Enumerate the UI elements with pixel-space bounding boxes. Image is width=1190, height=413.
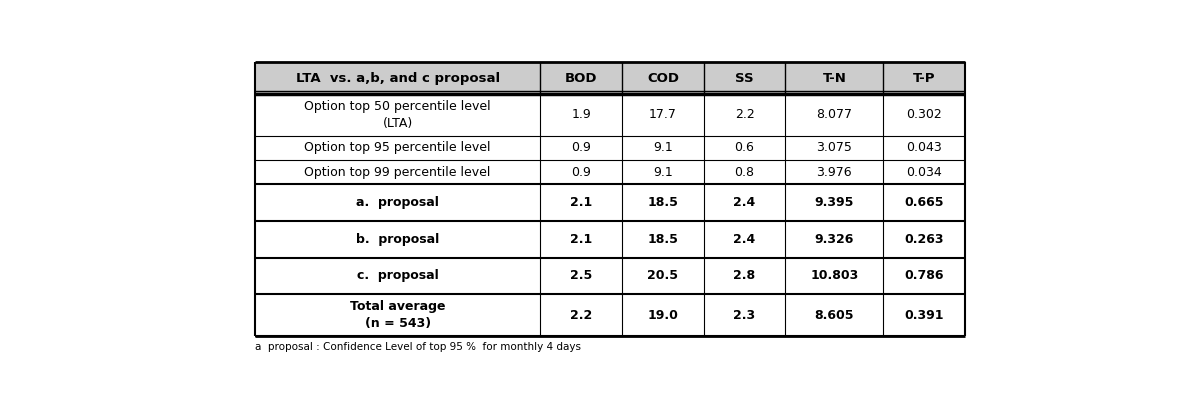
- Text: 0.786: 0.786: [904, 269, 944, 282]
- Bar: [883, 221, 965, 258]
- Text: 3.075: 3.075: [816, 141, 852, 154]
- Text: b.  proposal: b. proposal: [356, 233, 439, 246]
- Text: Option top 50 percentile level
(LTA): Option top 50 percentile level (LTA): [305, 100, 491, 130]
- Bar: [703, 160, 785, 184]
- Bar: [785, 221, 883, 258]
- Bar: [703, 221, 785, 258]
- Bar: [883, 184, 965, 221]
- Bar: [703, 258, 785, 294]
- Text: 1.9: 1.9: [571, 108, 591, 121]
- Text: 0.034: 0.034: [907, 166, 942, 179]
- Bar: [622, 135, 703, 160]
- Bar: [883, 294, 965, 336]
- Bar: [255, 94, 540, 135]
- Text: 8.605: 8.605: [815, 309, 854, 321]
- Bar: [622, 160, 703, 184]
- Text: 3.976: 3.976: [816, 166, 852, 179]
- Text: 0.263: 0.263: [904, 233, 944, 246]
- Text: T-P: T-P: [913, 71, 935, 85]
- Text: 19.0: 19.0: [647, 309, 678, 321]
- Bar: [255, 258, 540, 294]
- Text: 0.391: 0.391: [904, 309, 944, 321]
- Text: 2.2: 2.2: [570, 309, 593, 321]
- Text: 0.043: 0.043: [907, 141, 942, 154]
- Text: 20.5: 20.5: [647, 269, 678, 282]
- Text: a  proposal : Confidence Level of top 95 %  for monthly 4 days: a proposal : Confidence Level of top 95 …: [255, 342, 581, 352]
- Text: 18.5: 18.5: [647, 233, 678, 246]
- Text: 2.8: 2.8: [733, 269, 756, 282]
- Text: 2.4: 2.4: [733, 196, 756, 209]
- Bar: [703, 94, 785, 135]
- Text: SS: SS: [735, 71, 754, 85]
- Bar: [883, 135, 965, 160]
- Text: 9.395: 9.395: [815, 196, 854, 209]
- Bar: [785, 94, 883, 135]
- Text: 9.326: 9.326: [815, 233, 854, 246]
- Text: 0.6: 0.6: [734, 141, 754, 154]
- Bar: [540, 184, 622, 221]
- Bar: [703, 62, 785, 94]
- Bar: [703, 294, 785, 336]
- Bar: [255, 221, 540, 258]
- Bar: [622, 184, 703, 221]
- Text: 8.077: 8.077: [816, 108, 852, 121]
- Bar: [883, 160, 965, 184]
- Bar: [540, 221, 622, 258]
- Bar: [540, 258, 622, 294]
- Bar: [540, 160, 622, 184]
- Bar: [255, 184, 540, 221]
- Text: 0.8: 0.8: [734, 166, 754, 179]
- Bar: [540, 94, 622, 135]
- Bar: [622, 94, 703, 135]
- Text: 9.1: 9.1: [653, 141, 672, 154]
- Text: 17.7: 17.7: [649, 108, 677, 121]
- Text: 2.2: 2.2: [734, 108, 754, 121]
- Text: LTA  vs. a,b, and c proposal: LTA vs. a,b, and c proposal: [295, 71, 500, 85]
- Text: 2.4: 2.4: [733, 233, 756, 246]
- Bar: [622, 258, 703, 294]
- Bar: [785, 294, 883, 336]
- Bar: [255, 62, 540, 94]
- Text: 2.1: 2.1: [570, 233, 593, 246]
- Text: 10.803: 10.803: [810, 269, 858, 282]
- Bar: [883, 62, 965, 94]
- Text: T-N: T-N: [822, 71, 846, 85]
- Bar: [540, 62, 622, 94]
- Text: Option top 95 percentile level: Option top 95 percentile level: [305, 141, 491, 154]
- Text: 2.3: 2.3: [733, 309, 756, 321]
- Bar: [883, 94, 965, 135]
- Text: 0.665: 0.665: [904, 196, 944, 209]
- Text: BOD: BOD: [565, 71, 597, 85]
- Text: 0.9: 0.9: [571, 141, 591, 154]
- Text: COD: COD: [647, 71, 679, 85]
- Bar: [703, 135, 785, 160]
- Text: Option top 99 percentile level: Option top 99 percentile level: [305, 166, 490, 179]
- Text: 18.5: 18.5: [647, 196, 678, 209]
- Bar: [255, 294, 540, 336]
- Bar: [785, 258, 883, 294]
- Text: 9.1: 9.1: [653, 166, 672, 179]
- Bar: [622, 221, 703, 258]
- Bar: [703, 184, 785, 221]
- Bar: [255, 135, 540, 160]
- Text: Total average
(n = 543): Total average (n = 543): [350, 300, 445, 330]
- Text: 2.1: 2.1: [570, 196, 593, 209]
- Text: 0.302: 0.302: [907, 108, 942, 121]
- Bar: [785, 62, 883, 94]
- Bar: [255, 160, 540, 184]
- Text: a.  proposal: a. proposal: [356, 196, 439, 209]
- Text: 2.5: 2.5: [570, 269, 593, 282]
- Bar: [540, 294, 622, 336]
- Bar: [540, 135, 622, 160]
- Text: c.  proposal: c. proposal: [357, 269, 439, 282]
- Bar: [883, 258, 965, 294]
- Bar: [785, 135, 883, 160]
- Bar: [785, 184, 883, 221]
- Bar: [785, 160, 883, 184]
- Bar: [622, 62, 703, 94]
- Text: 0.9: 0.9: [571, 166, 591, 179]
- Bar: [622, 294, 703, 336]
